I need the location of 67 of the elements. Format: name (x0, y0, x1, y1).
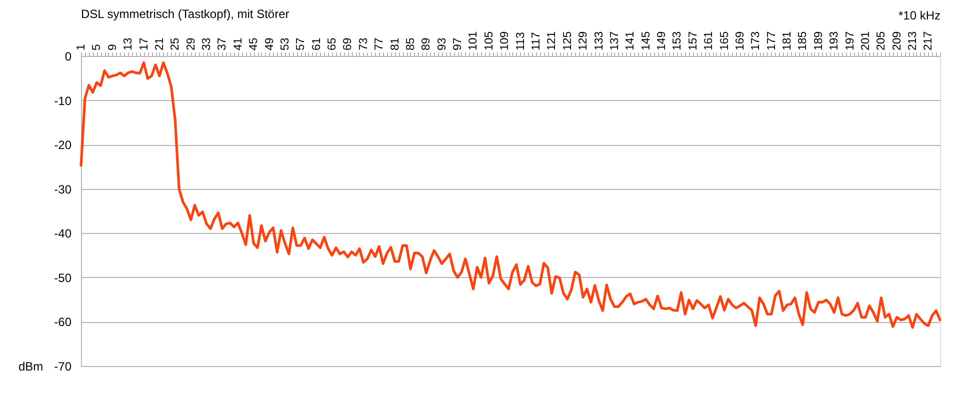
x-tick-label: 17 (138, 38, 150, 50)
x-tick-label: 45 (248, 38, 260, 50)
x-tick-label: 205 (876, 31, 888, 50)
x-tick-label: 185 (797, 31, 810, 50)
y-tick-label: -40 (54, 226, 72, 241)
x-tick-label: 41 (232, 38, 244, 50)
x-tick-label: 13 (122, 38, 135, 50)
x-tick-label: 61 (310, 38, 323, 50)
y-axis-title: dBm (18, 360, 44, 374)
x-tick-label: 21 (154, 38, 166, 50)
x-tick-label: 217 (922, 31, 935, 50)
x-tick-label: 181 (782, 31, 794, 50)
x-tick-label: 189 (812, 31, 825, 50)
y-tick-label: -30 (54, 182, 72, 196)
x-tick-label: 193 (828, 31, 841, 50)
x-tick-label: 145 (640, 31, 652, 50)
x-tick-label: 53 (279, 38, 292, 50)
chart-title: DSL symmetrisch (Tastkopf), mit Störer (81, 7, 290, 21)
x-tick-label: 169 (734, 31, 746, 50)
x-tick-label: 69 (342, 38, 354, 50)
x-tick-label: 105 (483, 31, 496, 50)
x-tick-label: 77 (374, 38, 386, 50)
x-tick-label: 129 (578, 31, 590, 50)
x-tick-label: 109 (499, 31, 512, 50)
x-tick-label: 213 (907, 31, 920, 50)
x-tick-label: 209 (891, 31, 904, 50)
x-tick-label: 37 (216, 38, 229, 50)
x-axis-title: *10 kHz (898, 8, 940, 22)
x-tick-label: 9 (106, 44, 119, 50)
x-tick-label: 25 (170, 38, 182, 50)
x-tick-label: 81 (389, 38, 402, 50)
x-tick-label: 149 (656, 31, 668, 50)
x-tick-label: 125 (562, 31, 574, 50)
line-series (80, 61, 942, 329)
x-tick-label: 157 (687, 31, 700, 50)
x-tick-label: 173 (750, 31, 762, 50)
x-tick-label: 133 (593, 31, 606, 50)
y-tick-label: -20 (54, 138, 72, 152)
x-tick-label: 1 (76, 44, 88, 50)
y-tick-label: -60 (54, 315, 72, 330)
x-tick-label: 161 (703, 31, 716, 50)
y-tick-label: 0 (64, 50, 72, 64)
x-tick-label: 49 (264, 38, 276, 50)
x-tick-label: 33 (201, 38, 214, 50)
x-tick-label: 57 (295, 38, 308, 50)
x-tick-label: 85 (404, 38, 417, 50)
y-tick-label: -50 (54, 270, 72, 285)
x-tick-label: 153 (672, 31, 684, 50)
x-tick-label: 113 (514, 32, 527, 50)
x-tick-label: 101 (468, 31, 480, 50)
x-tick-label: 89 (420, 38, 433, 50)
x-tick-label: 197 (844, 31, 856, 50)
x-tick-label: 73 (358, 38, 370, 50)
y-tick-label: -10 (54, 94, 72, 108)
x-tick-label: 121 (546, 31, 558, 50)
x-tick-label: 177 (766, 31, 778, 50)
x-tick-label: 117 (530, 32, 542, 50)
y-tick-label: -70 (54, 360, 72, 374)
x-tick-label: 137 (608, 31, 621, 50)
x-tick-label: 201 (860, 31, 872, 50)
x-tick-label: 165 (718, 31, 731, 50)
x-tick-label: 65 (326, 38, 339, 50)
x-tick-label: 97 (452, 38, 464, 50)
x-tick-label: 93 (436, 38, 448, 50)
x-tick-label: 29 (185, 38, 198, 50)
x-tick-label: 5 (91, 44, 104, 50)
x-tick-label: 141 (624, 31, 637, 50)
